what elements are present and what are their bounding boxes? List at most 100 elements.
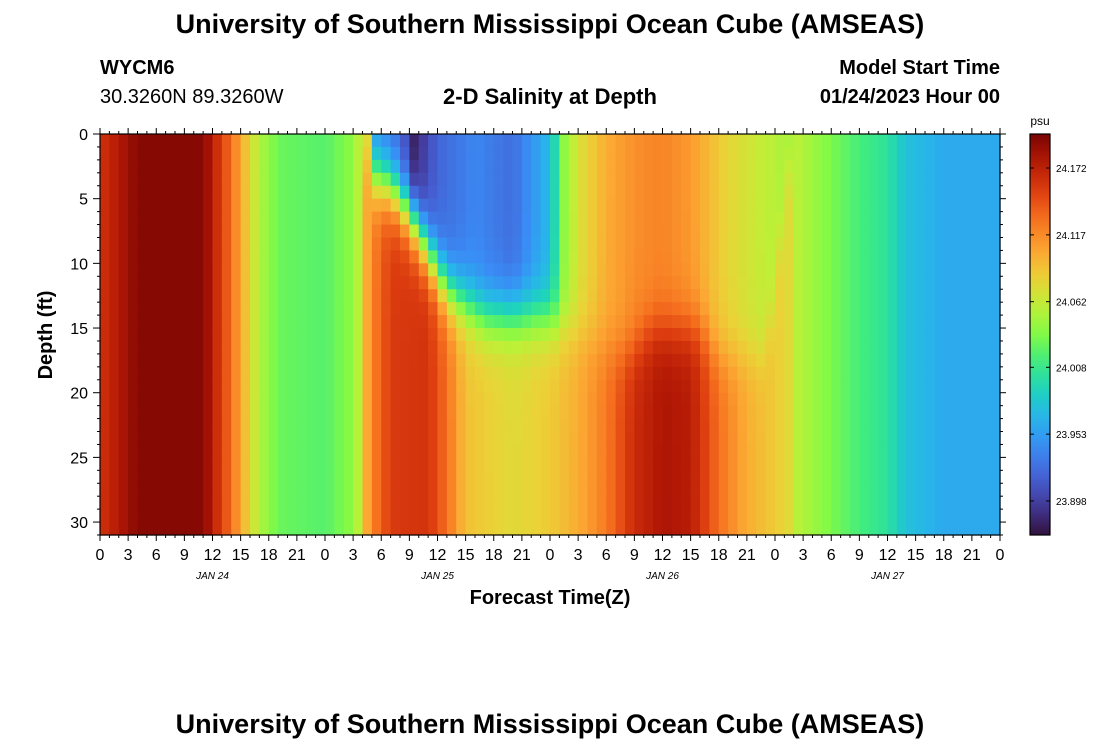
heatmap-cell: [606, 263, 617, 277]
heatmap-cell: [625, 159, 635, 174]
heatmap-cell: [175, 224, 185, 239]
heatmap-cell: [831, 185, 842, 200]
x-tick-label: 6: [152, 547, 161, 564]
heatmap-cell: [803, 522, 814, 536]
heatmap-cell: [118, 444, 129, 458]
heatmap-cell: [259, 340, 270, 355]
heatmap-cell: [531, 366, 542, 381]
heatmap-cell: [634, 224, 645, 239]
heatmap-cell: [390, 276, 401, 290]
heatmap-cell: [184, 470, 195, 484]
heatmap-cell: [418, 522, 429, 536]
heatmap-cell: [934, 353, 945, 368]
heatmap-cell: [746, 366, 757, 381]
heatmap-cell: [831, 237, 842, 252]
heatmap-cell: [400, 224, 410, 239]
heatmap-cell: [146, 302, 157, 316]
heatmap-cell: [475, 263, 485, 277]
heatmap-cell: [540, 146, 551, 161]
heatmap-cell: [700, 522, 710, 536]
heatmap-cell: [962, 185, 973, 200]
heatmap-cell: [634, 263, 645, 277]
heatmap-cell: [390, 172, 401, 187]
heatmap-cell: [559, 418, 570, 433]
heatmap-cell: [896, 276, 907, 290]
heatmap-cell: [240, 457, 251, 471]
heatmap-cell: [156, 483, 167, 497]
heatmap-cell: [784, 237, 795, 252]
heatmap-cell: [165, 418, 176, 433]
heatmap-cell: [906, 405, 917, 420]
heatmap-cell: [868, 185, 879, 200]
heatmap-cell: [315, 185, 326, 200]
heatmap-cell: [925, 340, 935, 355]
heatmap-cell: [784, 250, 795, 264]
heatmap-cell: [868, 198, 879, 213]
heatmap-cell: [943, 315, 954, 329]
heatmap-cell: [343, 172, 354, 187]
heatmap-cell: [803, 431, 814, 446]
heatmap-cell: [906, 431, 917, 446]
heatmap-cell: [521, 185, 532, 200]
heatmap-cell: [221, 315, 232, 329]
heatmap-cell: [493, 444, 504, 458]
heatmap-cell: [803, 470, 814, 484]
heatmap-cell: [840, 340, 851, 355]
heatmap-cell: [850, 146, 860, 161]
heatmap-cell: [784, 289, 795, 303]
heatmap-cell: [296, 418, 307, 433]
heatmap-cell: [428, 302, 439, 316]
heatmap-cell: [981, 211, 992, 226]
y-tick-label: 15: [70, 321, 88, 338]
heatmap-cell: [906, 172, 917, 187]
heatmap-cell: [165, 379, 176, 394]
heatmap-cell: [718, 444, 729, 458]
heatmap-cell: [109, 340, 120, 355]
heatmap-cell: [906, 379, 917, 394]
heatmap-cell: [484, 224, 495, 239]
heatmap-cell: [484, 522, 495, 536]
heatmap-cell: [906, 276, 917, 290]
heatmap-cell: [437, 263, 448, 277]
heatmap-cell: [334, 431, 345, 446]
heatmap-cell: [446, 276, 457, 290]
heatmap-cell: [896, 392, 907, 407]
x-tick-label: 15: [682, 547, 700, 564]
heatmap-cell: [437, 250, 448, 264]
heatmap-cell: [512, 211, 523, 226]
heatmap-cell: [540, 198, 551, 213]
heatmap-cell: [531, 522, 542, 536]
heatmap-cell: [109, 431, 120, 446]
heatmap-cell: [100, 366, 110, 381]
heatmap-cell: [296, 366, 307, 381]
heatmap-cell: [446, 522, 457, 536]
heatmap-cell: [287, 185, 298, 200]
x-tick-label: 15: [907, 547, 925, 564]
heatmap-cell: [362, 302, 373, 316]
heatmap-cell: [512, 457, 523, 471]
heatmap-cell: [690, 198, 701, 213]
heatmap-cell: [334, 328, 345, 342]
heatmap-cell: [596, 522, 607, 536]
heatmap-cell: [784, 353, 795, 368]
heatmap-cell: [193, 302, 204, 316]
heatmap-cell: [775, 315, 785, 329]
heatmap-cell: [671, 457, 682, 471]
heatmap-cell: [934, 185, 945, 200]
heatmap-cell: [240, 340, 251, 355]
heatmap-cell: [231, 328, 242, 342]
x-tick-label: 21: [513, 547, 531, 564]
heatmap-cell: [371, 405, 382, 420]
heatmap-cell: [521, 198, 532, 213]
heatmap-cell: [184, 224, 195, 239]
heatmap-cell: [915, 340, 926, 355]
heatmap-cell: [418, 444, 429, 458]
heatmap-cell: [128, 431, 139, 446]
heatmap-cell: [943, 405, 954, 420]
heatmap-cell: [278, 444, 289, 458]
heatmap-cell: [784, 302, 795, 316]
heatmap-cell: [231, 457, 242, 471]
heatmap-cell: [493, 509, 504, 523]
heatmap-cell: [953, 457, 964, 471]
heatmap-cell: [981, 250, 992, 264]
